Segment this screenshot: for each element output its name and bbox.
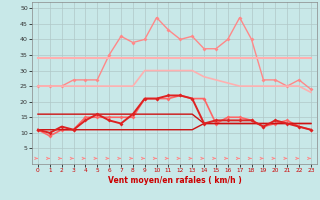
X-axis label: Vent moyen/en rafales ( km/h ): Vent moyen/en rafales ( km/h ) <box>108 176 241 185</box>
